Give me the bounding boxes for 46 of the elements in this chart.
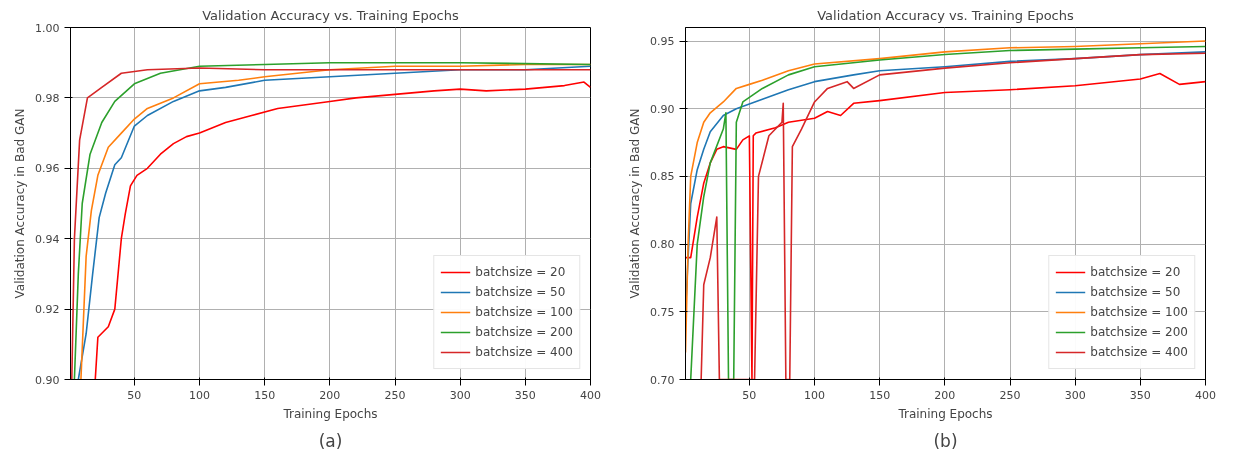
y-tick-label: 0.96: [35, 162, 60, 176]
x-tick-label: 200: [319, 388, 341, 402]
y-tick-label: 0.98: [35, 91, 60, 105]
legend-label: batchsize = 20: [475, 265, 566, 279]
x-tick-label: 300: [1064, 388, 1086, 402]
legend-label: batchsize = 200: [475, 325, 573, 339]
x-axis-title: Training Epochs: [282, 406, 378, 421]
legend-label: batchsize = 100: [1090, 305, 1188, 319]
y-tick-label: 0.94: [35, 232, 60, 246]
x-tick-label: 50: [742, 388, 757, 402]
x-tick-label: 150: [869, 388, 891, 402]
legend-label: batchsize = 400: [475, 345, 573, 359]
x-tick-label: 100: [804, 388, 826, 402]
x-axis-title: Training Epochs: [897, 406, 993, 421]
legend-label: batchsize = 50: [1090, 285, 1181, 299]
text: (a): [318, 430, 343, 451]
x-tick-label: 350: [1129, 388, 1151, 402]
y-tick-label: 0.95: [650, 35, 675, 49]
y-tick-label: 0.90: [35, 373, 60, 387]
text: (b): [933, 430, 958, 451]
x-tick-label: 250: [384, 388, 406, 402]
legend-label: batchsize = 400: [1090, 345, 1188, 359]
y-axis-title: Validation Accuracy in Bad GAN: [13, 108, 28, 299]
y-tick-label: 1.00: [35, 21, 60, 35]
y-axis-title: Validation Accuracy in Bad GAN: [628, 108, 643, 299]
legend-label: batchsize = 50: [475, 285, 566, 299]
x-tick-label: 250: [999, 388, 1021, 402]
y-tick-label: 0.85: [650, 170, 675, 184]
legend-label: batchsize = 100: [475, 305, 573, 319]
chart-title: Validation Accuracy vs. Training Epochs: [817, 7, 1074, 23]
x-tick-label: 400: [580, 388, 601, 402]
y-tick-label: 0.70: [650, 373, 675, 387]
chart-title: Validation Accuracy vs. Training Epochs: [202, 7, 459, 23]
x-tick-label: 50: [127, 388, 142, 402]
x-tick-label: 150: [254, 388, 276, 402]
y-tick-label: 0.75: [650, 305, 675, 319]
legend-label: batchsize = 200: [1090, 325, 1188, 339]
y-tick-label: 0.92: [35, 303, 60, 317]
x-tick-label: 400: [1195, 388, 1216, 402]
x-tick-label: 350: [514, 388, 536, 402]
y-tick-label: 0.90: [650, 102, 675, 116]
y-tick-label: 0.80: [650, 238, 675, 252]
x-tick-label: 300: [449, 388, 471, 402]
x-tick-label: 100: [189, 388, 211, 402]
legend-label: batchsize = 20: [1090, 265, 1181, 279]
x-tick-label: 200: [934, 388, 956, 402]
